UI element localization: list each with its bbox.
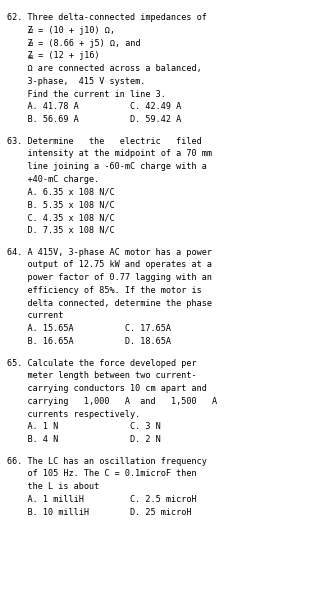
Text: B. 10 milliH        D. 25 microH: B. 10 milliH D. 25 microH — [7, 508, 192, 517]
Text: output of 12.75 kW and operates at a: output of 12.75 kW and operates at a — [7, 260, 212, 269]
Text: = (10 + j10) Ω,: = (10 + j10) Ω, — [33, 25, 115, 35]
Text: D. 7.35 x 108 N/C: D. 7.35 x 108 N/C — [7, 226, 115, 235]
Text: B. 16.65A          D. 18.65A: B. 16.65A D. 18.65A — [7, 337, 171, 346]
Text: of 105 Hz. The C = 0.1microF then: of 105 Hz. The C = 0.1microF then — [7, 470, 197, 479]
Text: A. 1 N              C. 3 N: A. 1 N C. 3 N — [7, 422, 161, 431]
Text: meter length between two current-: meter length between two current- — [7, 371, 197, 380]
Text: +40-mC charge.: +40-mC charge. — [7, 175, 100, 184]
Text: currents respectively.: currents respectively. — [7, 410, 141, 419]
Text: 63. Determine   the   electric   filed: 63. Determine the electric filed — [7, 137, 202, 146]
Text: A. 6.35 x 108 N/C: A. 6.35 x 108 N/C — [7, 188, 115, 197]
Text: power factor of 0.77 lagging with an: power factor of 0.77 lagging with an — [7, 273, 212, 282]
Text: = (12 + j16): = (12 + j16) — [33, 52, 100, 60]
Text: 62. Three delta-connected impedances of: 62. Three delta-connected impedances of — [7, 13, 207, 22]
Text: C. 4.35 x 108 N/C: C. 4.35 x 108 N/C — [7, 213, 115, 222]
Text: B. 4 N              D. 2 N: B. 4 N D. 2 N — [7, 435, 161, 444]
Text: Z: Z — [7, 39, 33, 47]
Text: 31: 31 — [27, 55, 34, 60]
Text: current: current — [7, 311, 64, 320]
Text: Z: Z — [7, 52, 33, 60]
Text: = (8.66 + j5) Ω, and: = (8.66 + j5) Ω, and — [33, 39, 141, 47]
Text: line joining a -60-mC charge with a: line joining a -60-mC charge with a — [7, 162, 207, 171]
Text: B. 5.35 x 108 N/C: B. 5.35 x 108 N/C — [7, 200, 115, 209]
Text: Z: Z — [7, 25, 33, 35]
Text: A. 1 milliH         C. 2.5 microH: A. 1 milliH C. 2.5 microH — [7, 495, 197, 504]
Text: Ω are connected across a balanced,: Ω are connected across a balanced, — [7, 64, 202, 73]
Text: 3-phase,  415 V system.: 3-phase, 415 V system. — [7, 76, 146, 86]
Text: 65. Calculate the force developed per: 65. Calculate the force developed per — [7, 359, 197, 368]
Text: A. 15.65A          C. 17.65A: A. 15.65A C. 17.65A — [7, 324, 171, 333]
Text: carrying conductors 10 cm apart and: carrying conductors 10 cm apart and — [7, 384, 207, 393]
Text: carrying   1,000   A  and   1,500   A: carrying 1,000 A and 1,500 A — [7, 397, 217, 406]
Text: intensity at the midpoint of a 70 mm: intensity at the midpoint of a 70 mm — [7, 149, 212, 158]
Text: A. 41.78 A          C. 42.49 A: A. 41.78 A C. 42.49 A — [7, 102, 181, 111]
Text: Find the current in line 3.: Find the current in line 3. — [7, 90, 166, 98]
Text: the L is about: the L is about — [7, 482, 100, 491]
Text: B. 56.69 A          D. 59.42 A: B. 56.69 A D. 59.42 A — [7, 115, 181, 124]
Text: 66. The LC has an oscillation frequency: 66. The LC has an oscillation frequency — [7, 457, 207, 466]
Text: 64. A 415V, 3-phase AC motor has a power: 64. A 415V, 3-phase AC motor has a power — [7, 248, 212, 257]
Text: efficiency of 85%. If the motor is: efficiency of 85%. If the motor is — [7, 286, 202, 295]
Text: 23: 23 — [27, 42, 34, 47]
Text: 12: 12 — [27, 30, 34, 34]
Text: delta connected, determine the phase: delta connected, determine the phase — [7, 299, 212, 308]
